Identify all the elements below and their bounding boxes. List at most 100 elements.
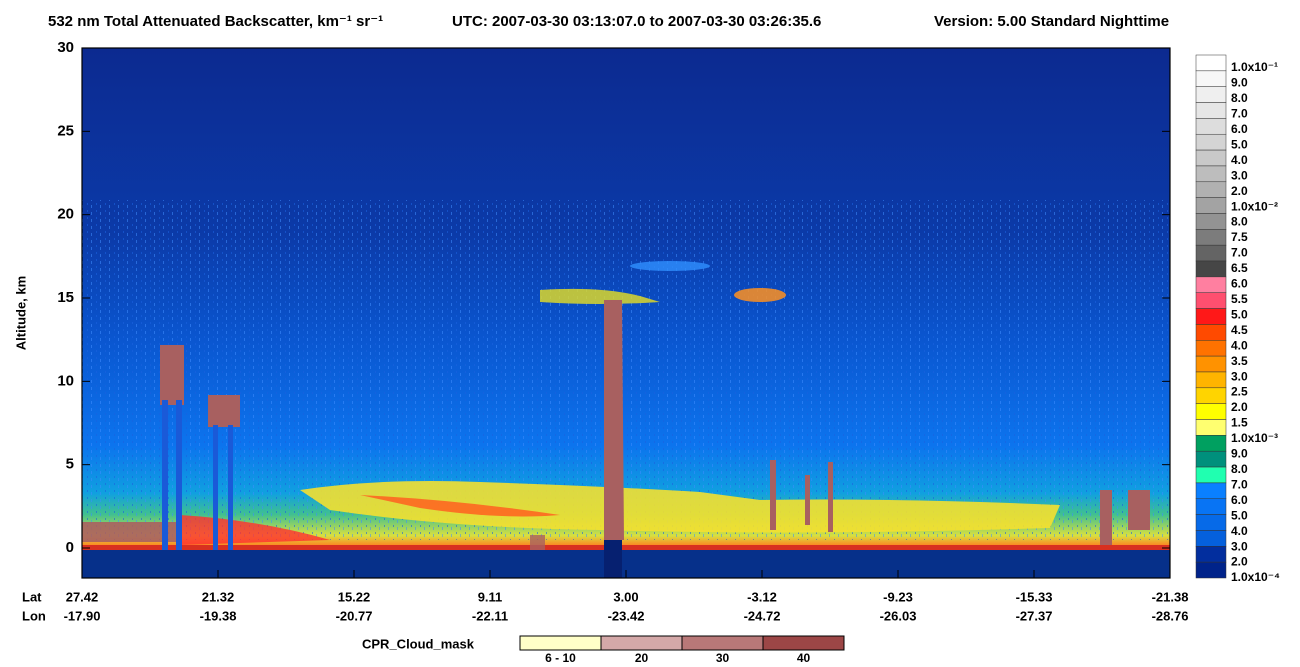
utc-range: UTC: 2007-03-30 03:13:07.0 to 2007-03-30… (452, 13, 821, 30)
colorbar-label: 8.0 (1231, 91, 1248, 105)
cirrus (734, 288, 786, 302)
colorbar-swatch (1195, 197, 1227, 214)
cpr-label: 30 (716, 651, 730, 665)
colorbar-label: 9.0 (1231, 447, 1248, 461)
y-tick-label: 15 (57, 289, 74, 306)
colorbar-swatch (1195, 561, 1227, 579)
colorbar-swatch (1195, 387, 1227, 404)
lon-tick-label: -17.90 (64, 608, 101, 623)
cpr-swatch (600, 635, 683, 651)
lat-tick-label: 15.22 (338, 589, 371, 604)
colorbar-label: 5.5 (1231, 292, 1248, 306)
attenuated-column (604, 540, 622, 578)
colorbar-label: 1.0x10⁻³ (1231, 431, 1278, 445)
lon-tick-label: -26.03 (880, 608, 917, 623)
cpr-cloud (828, 462, 833, 532)
colorbar-label: 7.0 (1231, 246, 1248, 260)
lon-tick-label: -19.38 (200, 608, 237, 623)
colorbar-label: 5.0 (1231, 508, 1248, 522)
colorbar-swatch (1195, 70, 1227, 87)
colorbar-swatch (1195, 403, 1227, 420)
cpr-swatch (681, 635, 764, 651)
colorbar-label: 5.0 (1231, 307, 1248, 321)
lat-tick-label: -21.38 (1152, 589, 1189, 604)
surface-return (82, 545, 1170, 550)
y-tick-label: 25 (57, 122, 74, 139)
colorbar-swatch (1195, 292, 1227, 309)
colorbar-label: 6.0 (1231, 277, 1248, 291)
cpr-label: 6 - 10 (545, 651, 576, 665)
colorbar-label: 7.0 (1231, 477, 1248, 491)
cpr-label: 20 (635, 651, 649, 665)
colorbar-swatch (1195, 340, 1227, 357)
colorbar-label: 8.0 (1231, 215, 1248, 229)
colorbar-label: 7.0 (1231, 107, 1248, 121)
lon-tick-label: -20.77 (336, 608, 373, 623)
cpr-swatch (519, 635, 602, 651)
attenuated-column (213, 425, 218, 550)
colorbar-swatch (1195, 371, 1227, 389)
colorbar-swatch (1195, 450, 1227, 468)
colorbar-label: 4.0 (1231, 524, 1248, 538)
backscatter-image (81, 47, 1171, 579)
lat-tick-label: -15.33 (1016, 589, 1053, 604)
colorbar-swatch (1195, 498, 1227, 515)
cpr-cloud (805, 475, 810, 525)
y-tick-label: 30 (57, 39, 74, 56)
colorbar-label: 2.0 (1231, 400, 1248, 414)
aerosol-core (360, 495, 560, 517)
colorbar-label: 2.5 (1231, 385, 1248, 399)
lat-tick-label: -9.23 (883, 589, 913, 604)
colorbar-label: 4.5 (1231, 323, 1248, 337)
colorbar-swatch (1195, 181, 1227, 198)
lon-tick-label: -23.42 (608, 608, 645, 623)
colorbar-swatch (1195, 355, 1227, 373)
colorbar-swatch (1195, 86, 1227, 103)
attenuated-column (162, 400, 168, 550)
cirrus (630, 261, 710, 271)
colorbar-swatch (1195, 260, 1227, 278)
cpr-cloud (160, 345, 184, 405)
colorbar-label: 1.0x10⁻⁴ (1231, 570, 1280, 584)
cpr-cloud (770, 460, 776, 530)
cpr-cloud (530, 535, 545, 550)
cpr-cloud (1100, 490, 1112, 545)
cpr-swatch (762, 635, 845, 651)
y-axis-label: Altitude, km (13, 276, 28, 350)
version: Version: 5.00 Standard Nighttime (934, 13, 1169, 30)
attenuated-column (176, 400, 182, 550)
colorbar-swatch (1195, 102, 1227, 119)
colorbar-label: 9.0 (1231, 76, 1248, 90)
lat-tick-label: 21.32 (202, 589, 235, 604)
lon-tick-label: -27.37 (1016, 608, 1053, 623)
colorbar-label: 6.5 (1231, 261, 1248, 275)
y-tick-label: 0 (66, 539, 74, 556)
colorbar-label: 1.5 (1231, 416, 1248, 430)
colorbar-swatch (1195, 54, 1227, 72)
colorbar-swatch (1195, 149, 1227, 167)
cpr-legend-title: CPR_Cloud_mask (362, 636, 475, 651)
chart-title: 532 nm Total Attenuated Backscatter, km⁻… (48, 13, 383, 30)
colorbar-label: 6.0 (1231, 122, 1248, 136)
colorbar-swatch (1195, 165, 1227, 183)
colorbar-swatch (1195, 229, 1227, 246)
cpr-cloud (1128, 490, 1150, 530)
colorbar-swatch (1195, 308, 1227, 325)
colorbar-swatch (1195, 514, 1227, 531)
colorbar-label: 2.0 (1231, 555, 1248, 569)
colorbar-swatch (1195, 435, 1227, 452)
noise-speckle (82, 200, 1170, 540)
colorbar-label: 3.5 (1231, 354, 1248, 368)
colorbar-swatch (1195, 466, 1227, 484)
lat-tick-label: 27.42 (66, 589, 99, 604)
colorbar-label: 5.0 (1231, 137, 1248, 151)
colorbar-label: 2.0 (1231, 184, 1248, 198)
colorbar-label: 6.0 (1231, 493, 1248, 507)
colorbar-swatch (1195, 213, 1227, 230)
cirrus (540, 288, 660, 304)
colorbar-swatch (1195, 118, 1227, 135)
y-tick-label: 10 (57, 372, 74, 389)
colorbar-label: 4.0 (1231, 153, 1248, 167)
attenuated-column (228, 425, 233, 550)
